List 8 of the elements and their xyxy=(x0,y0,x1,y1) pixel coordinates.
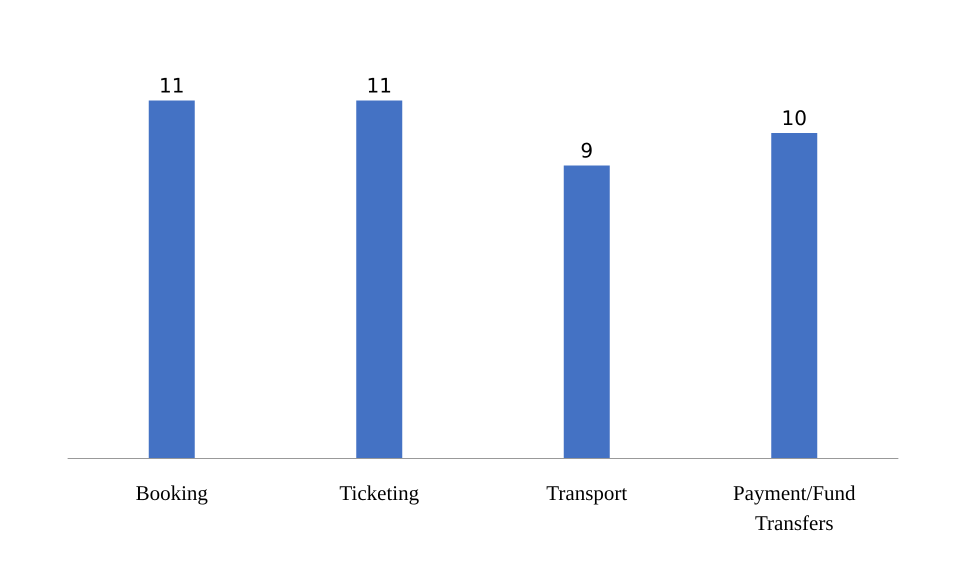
data-label: 9 xyxy=(580,138,594,162)
x-tick-label: Transport xyxy=(546,481,628,505)
x-tick-label: Payment/Fund Transfers xyxy=(732,481,856,535)
x-tick-label: Ticketing xyxy=(339,481,420,505)
data-label: 11 xyxy=(159,74,184,98)
data-label: 11 xyxy=(366,74,392,98)
x-tick-label: Booking xyxy=(136,481,208,505)
data-label: 10 xyxy=(782,106,807,130)
